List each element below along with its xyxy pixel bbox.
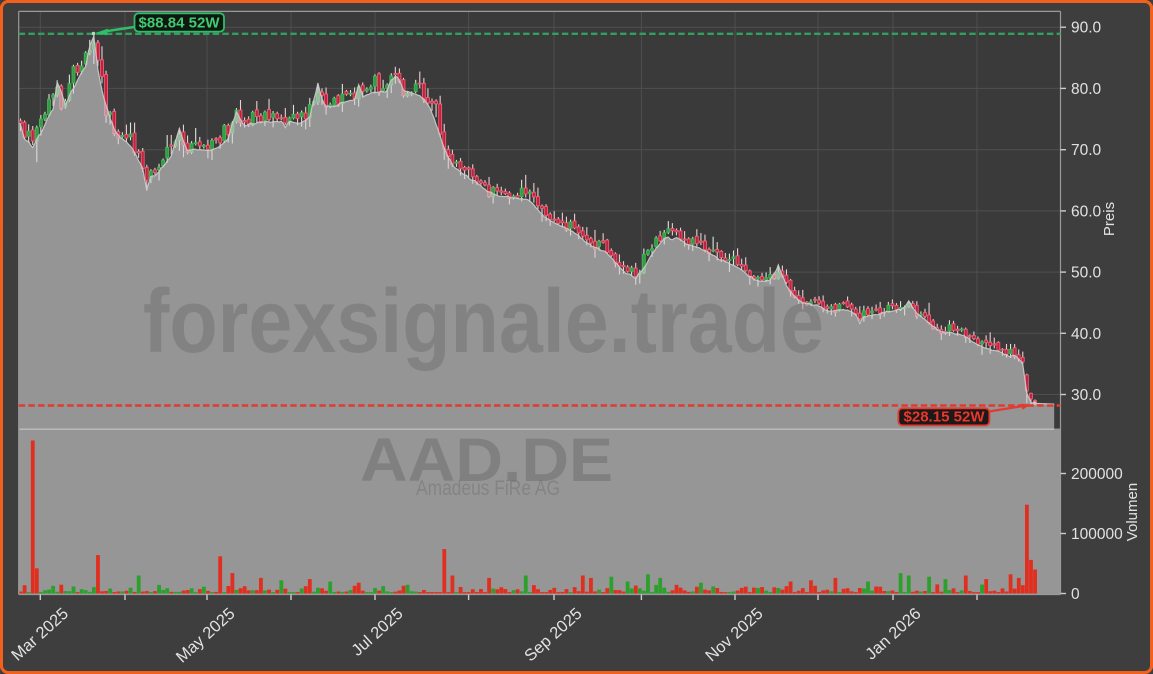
svg-text:$28.15 52W: $28.15 52W <box>904 410 985 426</box>
svg-text:0: 0 <box>1071 586 1080 603</box>
svg-text:60.0: 60.0 <box>1071 203 1102 220</box>
svg-text:90.0: 90.0 <box>1071 20 1102 37</box>
svg-text:100000: 100000 <box>1071 526 1123 543</box>
svg-text:70.0: 70.0 <box>1071 142 1102 159</box>
svg-text:80.0: 80.0 <box>1071 81 1102 98</box>
svg-text:forexsignale.trade: forexsignale.trade <box>143 272 824 372</box>
svg-text:200000: 200000 <box>1071 466 1123 483</box>
svg-text:40.0: 40.0 <box>1071 326 1102 343</box>
svg-text:AAD.DE: AAD.DE <box>360 426 613 494</box>
svg-text:30.0: 30.0 <box>1071 387 1102 404</box>
svg-text:$88.84 52W: $88.84 52W <box>139 15 220 31</box>
svg-text:Volumen: Volumen <box>1124 483 1141 541</box>
svg-text:50.0: 50.0 <box>1071 265 1102 282</box>
svg-text:Amadeus FiRe AG: Amadeus FiRe AG <box>416 477 560 500</box>
svg-text:Preis: Preis <box>1101 202 1118 236</box>
